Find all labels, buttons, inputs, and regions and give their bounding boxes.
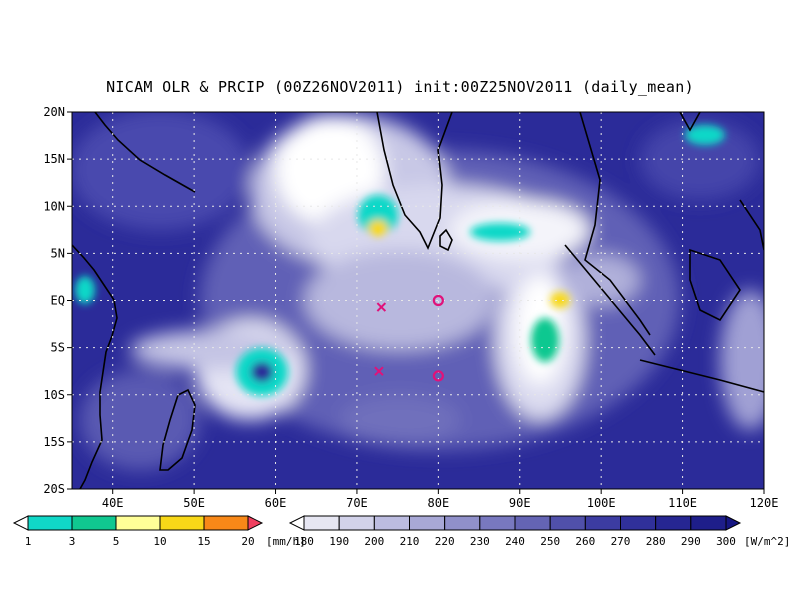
precip-colorbar: 1 3 5 10 15 20 [mm/h] [12,515,306,548]
lat-tick-label: EQ [51,294,65,308]
colorbar-swatch [338,515,375,531]
colorbar-over-arrow [247,515,264,531]
lon-tick-label: 120E [750,496,779,510]
coast-arabia [94,112,196,193]
coast-taiwan-luzon [679,112,701,132]
colorbar-swatch [690,515,727,531]
lat-tick-label: 20S [43,482,65,496]
lon-tick-label: 90E [509,496,531,510]
coast-borneo [689,248,741,322]
colorbar-swatch [514,515,551,531]
map-plot-area [72,112,764,489]
coast-indochina [579,112,651,336]
coast-madagascar [159,388,196,471]
colorbar-label: 260 [575,535,595,548]
lon-tick-label: 100E [587,496,616,510]
colorbar-label: 190 [329,535,349,548]
lat-tick-label: 15S [43,435,65,449]
colorbar-over-arrow [725,515,742,531]
colorbar-swatch [203,515,249,531]
colorbar-swatch [620,515,657,531]
coast-sumatra [564,244,656,356]
coastlines [72,112,764,489]
colorbar-swatch [115,515,161,531]
precip-field [75,125,725,396]
storm-marker-x [376,302,387,312]
storm-marker-o [432,294,444,307]
colorbar-swatch [373,515,411,531]
lon-tick-label: 60E [265,496,287,510]
lon-tick-label: 80E [428,496,450,510]
colorbar-under-arrow [288,515,305,531]
lon-tick-label: 40E [102,496,124,510]
lat-tick-label: 5S [51,341,65,355]
storm-marker-x [374,366,384,376]
lat-tick-label: 5N [51,246,65,260]
colorbar-label: 20 [241,535,254,548]
colorbar-label: 3 [69,535,76,548]
colorbar-label: 5 [113,535,120,548]
colorbar-label: 210 [400,535,420,548]
lon-tick-label: 50E [183,496,205,510]
axis-ticks: 40E 50E 60E 70E 80E 90E 100E 110E 120E 20N 15N 10N 5… [43,105,778,510]
lon-tick-label: 70E [346,496,368,510]
colorbar-swatch [444,515,481,531]
olr-colorbar: 180 190 200 210 220 230 240 250 260 270 280 290 300 [… [288,515,790,548]
storm-marker-o [432,370,444,382]
lat-tick-label: 10S [43,388,65,402]
colorbar-label: 250 [540,535,560,548]
coast-java [639,359,764,393]
colorbar-label: 10 [153,535,166,548]
colorbar-swatch [479,515,516,531]
colorbar-swatch [409,515,446,531]
colorbar-label: 1 [25,535,32,548]
colorbar-label: 280 [646,535,666,548]
lat-tick-label: 20N [43,105,65,119]
lat-tick-label: 15N [43,152,65,166]
colorbar-swatch [584,515,621,531]
colorbar-label: 240 [505,535,525,548]
coast-philippines [739,199,764,251]
colorbar-label: 15 [197,535,210,548]
colorbar-swatch [159,515,205,531]
colorbar-label: 180 [294,535,314,548]
colorbar-swatch [303,515,340,531]
storm-markers [374,294,444,382]
colorbar-swatch [549,515,586,531]
colorbar-swatch [27,515,73,531]
coast-srilanka [439,228,453,252]
colorbar-label: 300 [716,535,736,548]
lon-tick-label: 110E [668,496,697,510]
colorbar-label: 290 [681,535,701,548]
colorbar-swatch [655,515,692,531]
colorbar-label: 230 [470,535,490,548]
colorbar-unit: [mm/h] [266,535,306,548]
lat-tick-label: 10N [43,199,65,213]
colorbar-label: 220 [435,535,455,548]
coast-africa [72,244,118,489]
colorbar-under-arrow [12,515,29,531]
coast-india [376,112,453,250]
colorbar-label: 270 [611,535,631,548]
colorbar-unit: [W/m^2] [744,535,790,548]
map-title: NICAM OLR & PRCIP (00Z26NOV2011) init:00… [106,78,694,96]
colorbar-swatch [71,515,117,531]
colorbar-label: 200 [364,535,384,548]
